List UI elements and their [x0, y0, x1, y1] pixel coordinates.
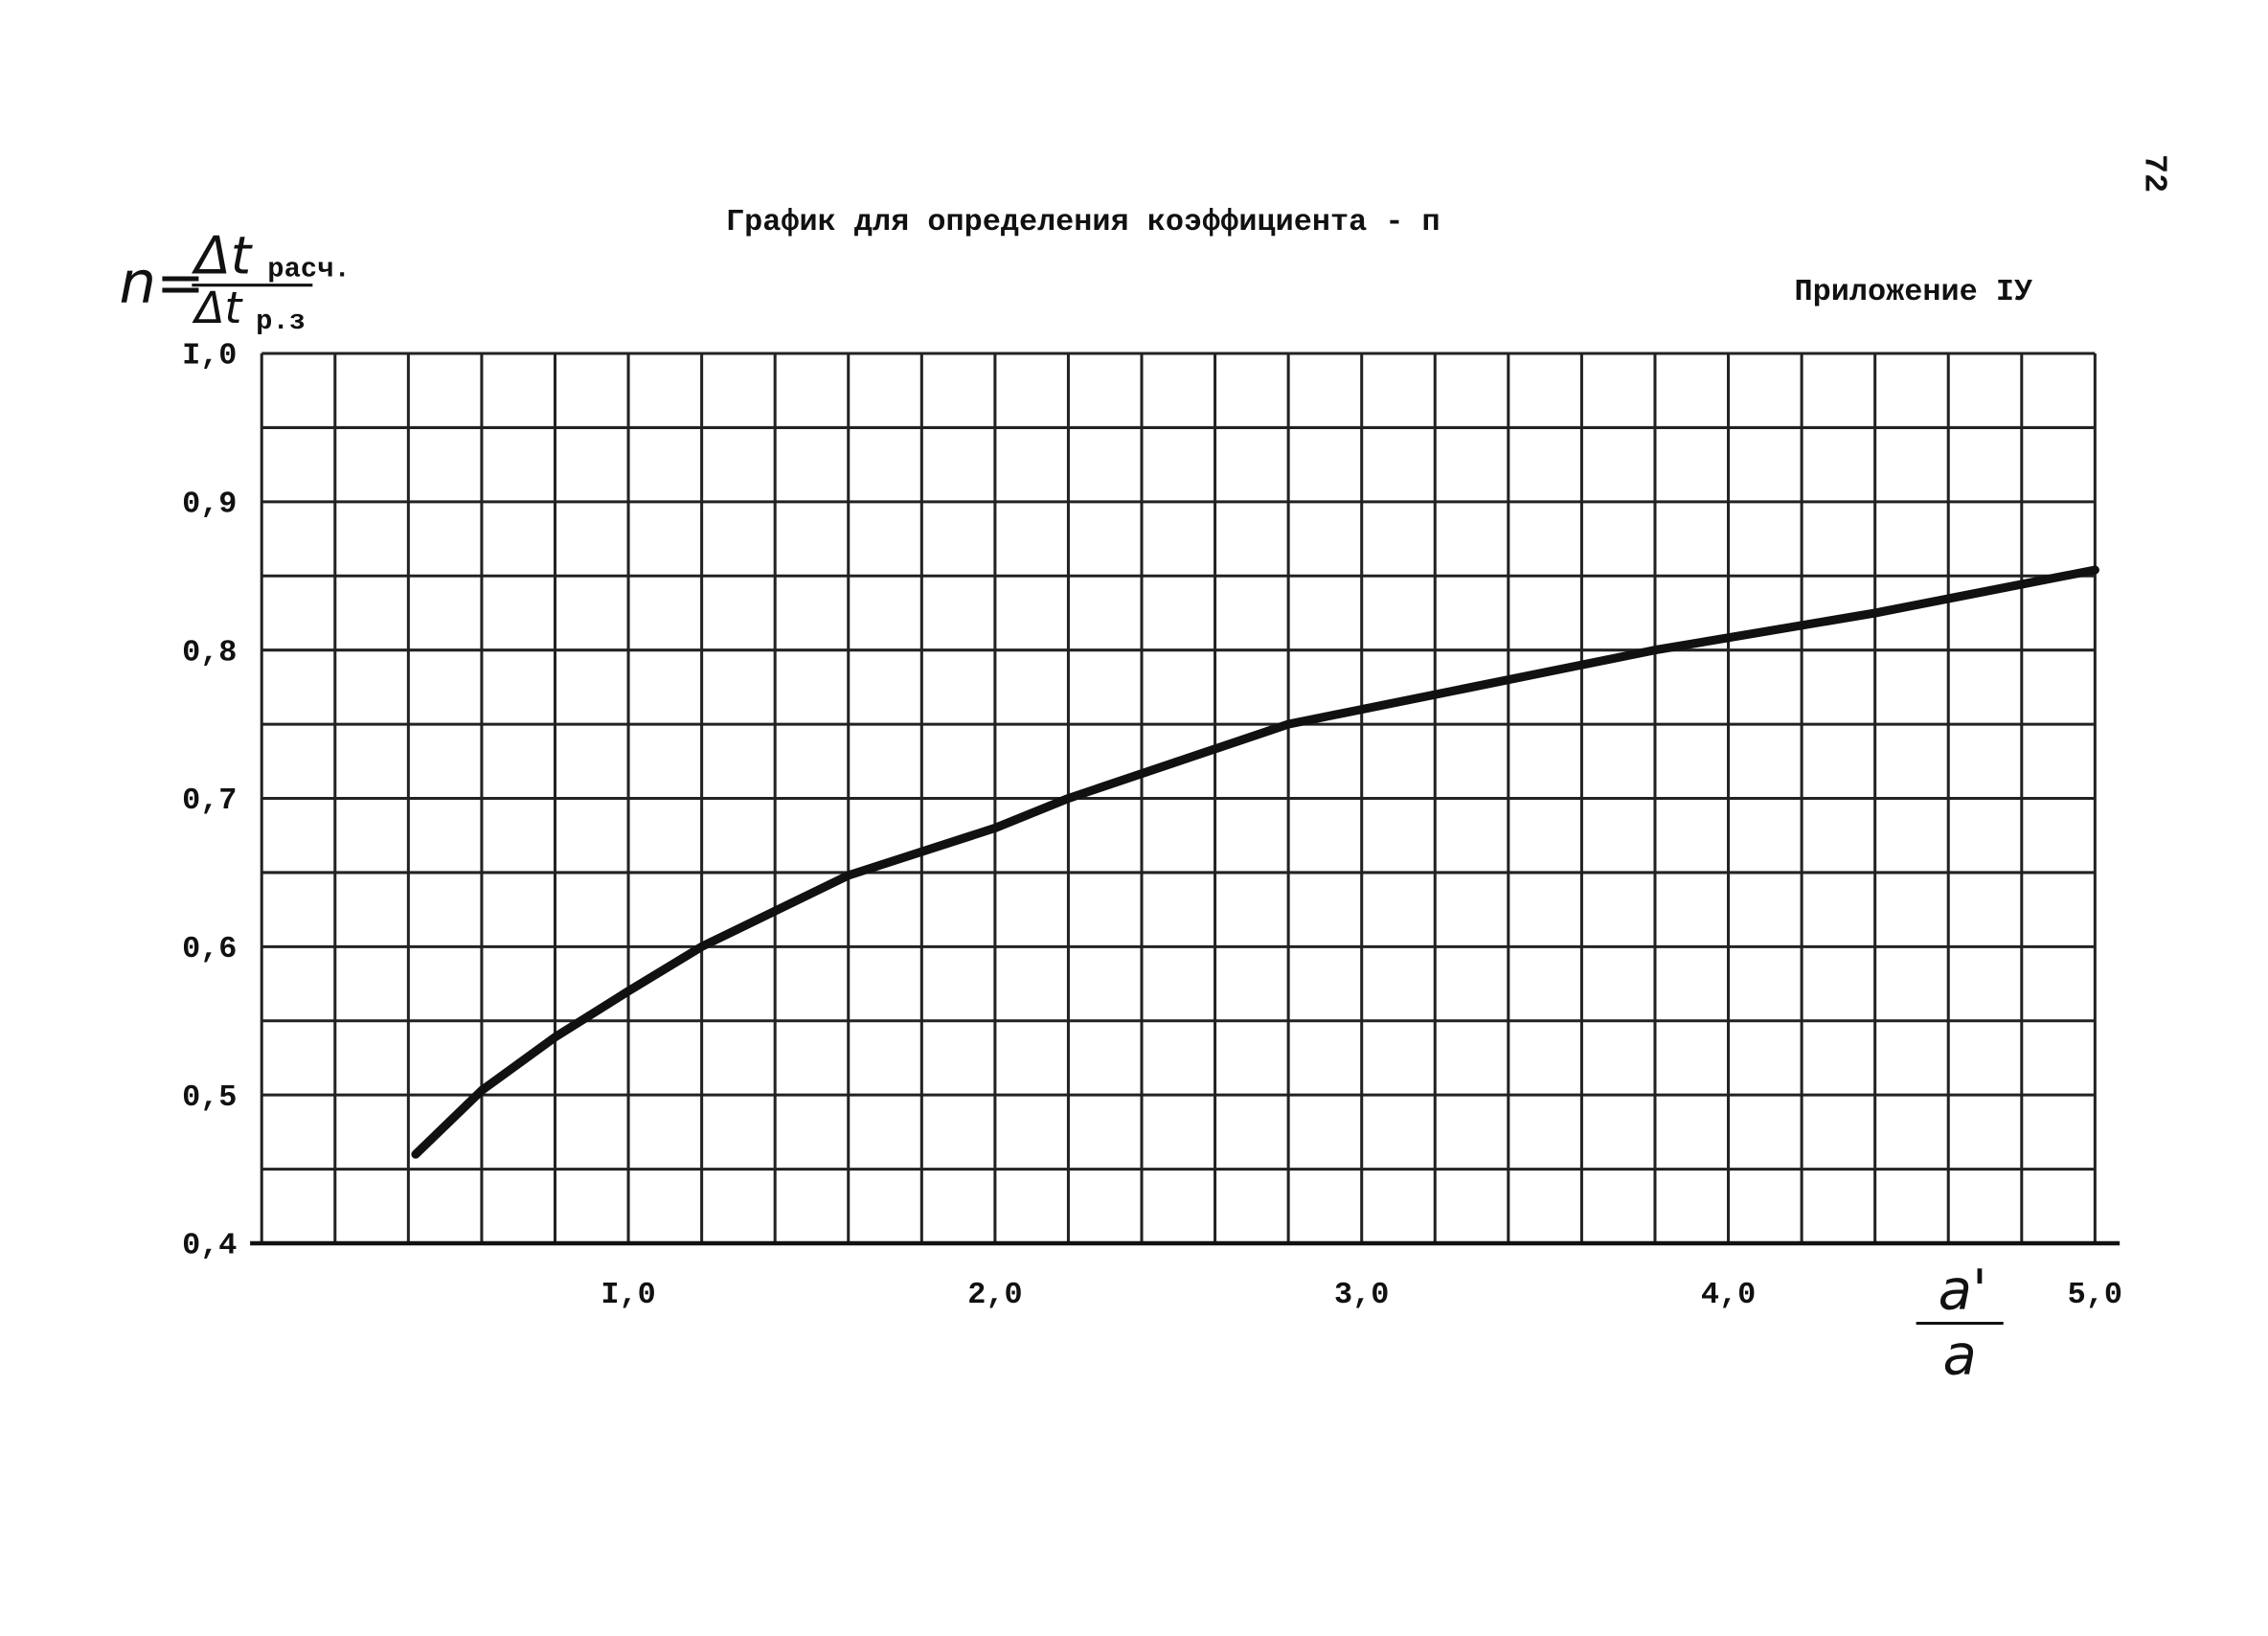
y-tick-label: 0,5	[182, 1079, 237, 1115]
data-line	[411, 565, 2099, 1159]
y-tick-label: 0,4	[182, 1228, 237, 1263]
y-tick-label: 0,7	[182, 783, 237, 818]
x-label-numerator: a'	[1939, 1257, 1987, 1322]
y-tick-label: I,0	[182, 338, 237, 374]
y-label-numerator-sub: расч.	[267, 254, 351, 285]
x-tick-label: 5,0	[2068, 1277, 2122, 1312]
y-label-denominator-sub: р.з	[256, 306, 306, 337]
y-tick-label: 0,9	[182, 486, 237, 521]
x-tick-label: 2,0	[967, 1277, 1022, 1312]
y-label-numerator: Δt	[191, 225, 253, 286]
x-axis-label: a' a	[1916, 1257, 2004, 1388]
x-tick-label: 4,0	[1701, 1277, 1756, 1312]
appendix-label: Приложение IУ	[1795, 274, 2033, 309]
chart-title: График для определения коэффициента - п	[726, 204, 1440, 239]
y-label-lhs: n=	[119, 250, 204, 317]
y-tick-label: 0,6	[182, 931, 237, 966]
x-tick-label: 3,0	[1334, 1277, 1389, 1312]
y-axis-label: n= Δt расч. Δt р.з	[119, 225, 350, 338]
x-tick-label: I,0	[601, 1277, 655, 1312]
page-number: 72	[2135, 154, 2171, 193]
y-label-denominator: Δt	[192, 283, 243, 333]
y-tick-label: 0,8	[182, 634, 237, 670]
x-label-denominator: a	[1943, 1323, 1977, 1388]
